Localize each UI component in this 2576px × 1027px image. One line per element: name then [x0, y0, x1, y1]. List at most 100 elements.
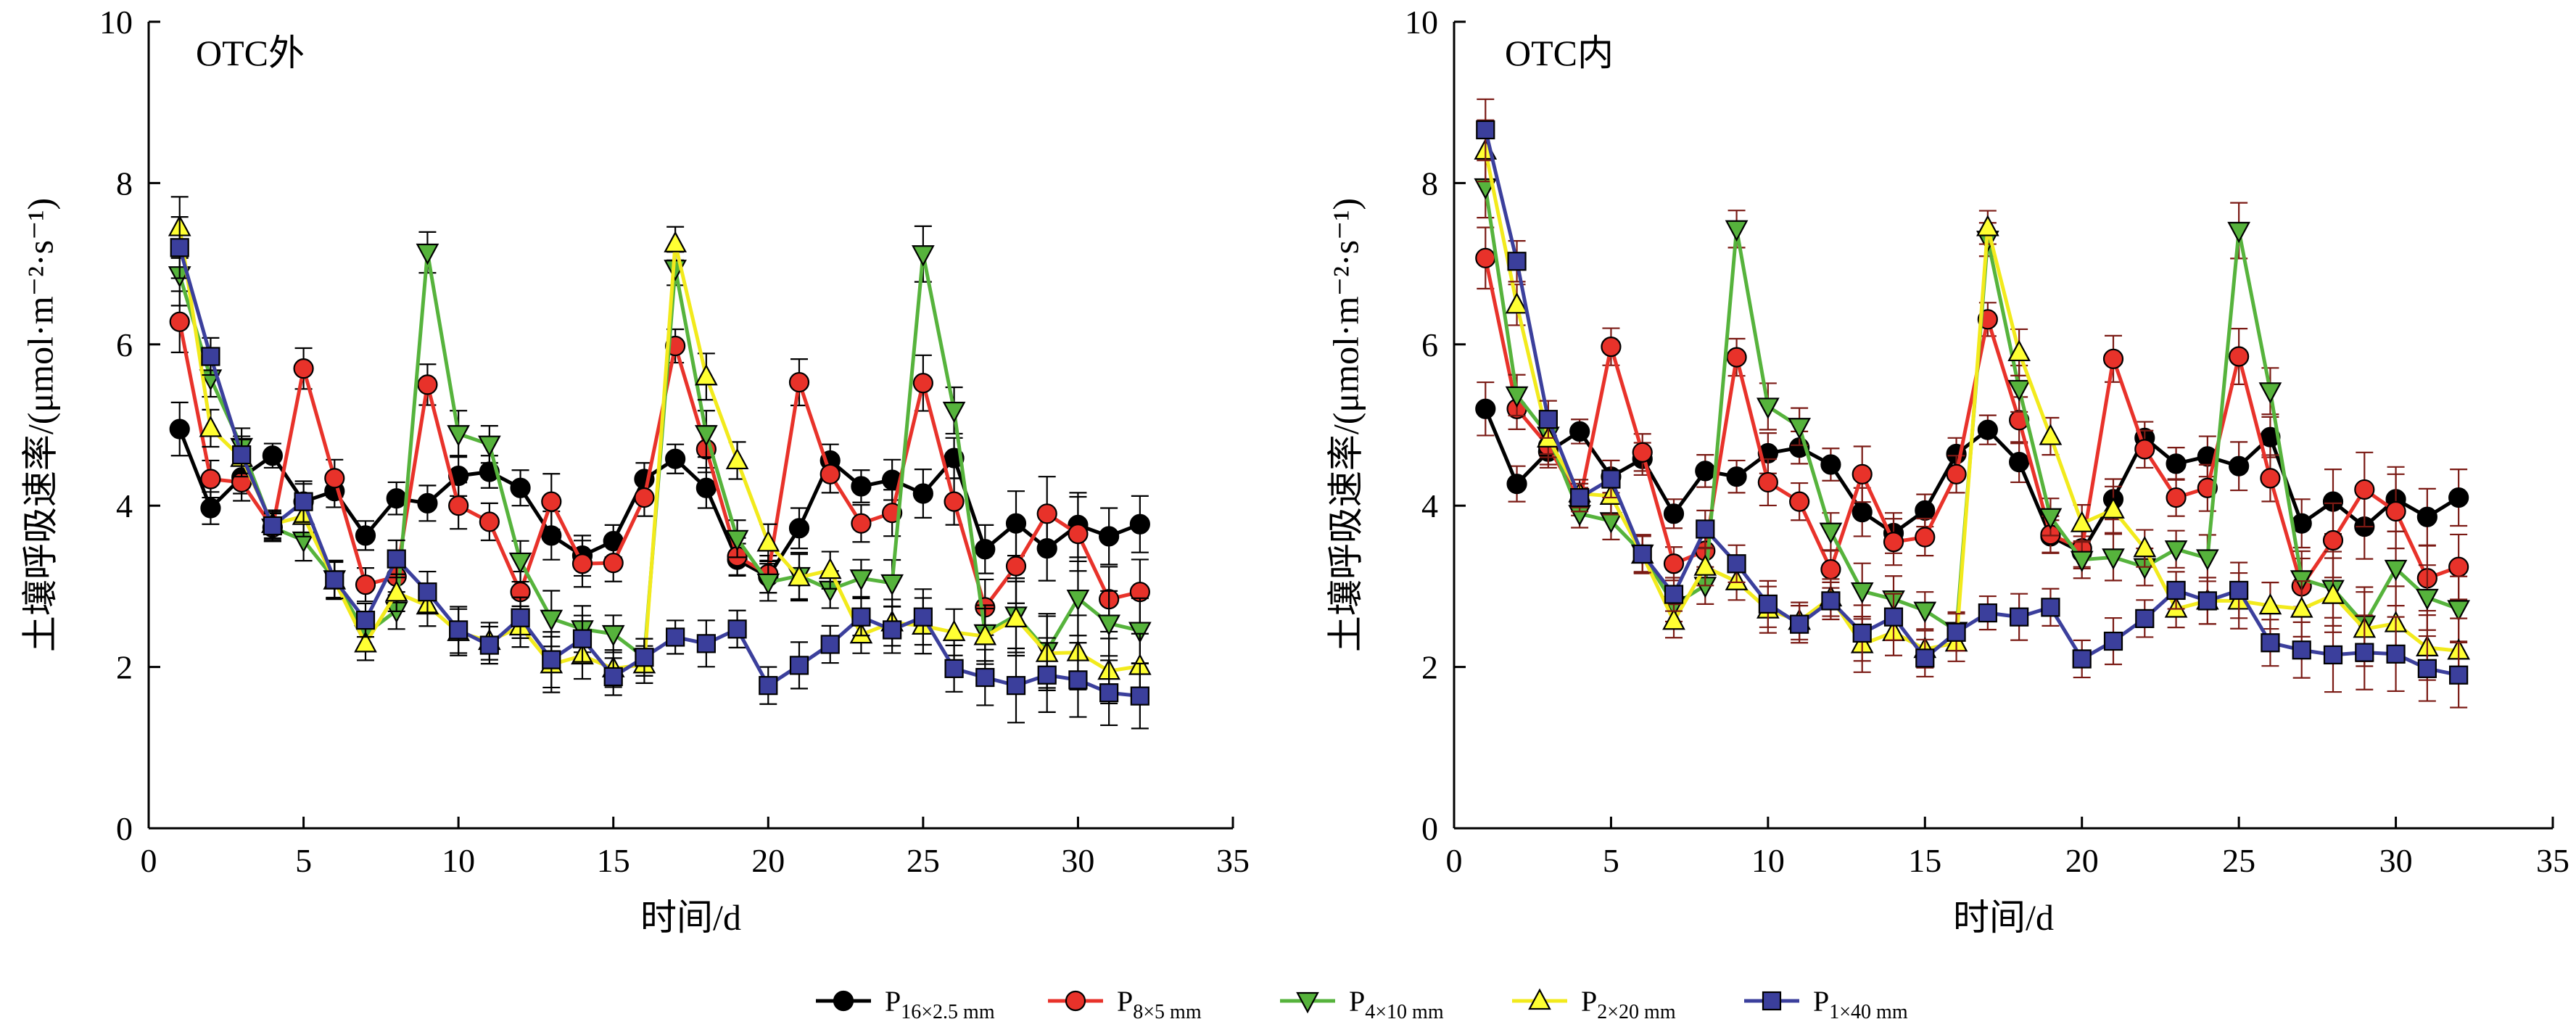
- data-point: [2070, 511, 2094, 532]
- data-point: [449, 620, 468, 640]
- x-tick-label: 35: [1216, 842, 1250, 879]
- data-point: [695, 363, 718, 386]
- data-point: [1978, 603, 1997, 623]
- data-point: [2227, 221, 2250, 244]
- data-point: [696, 634, 716, 653]
- data-point: [447, 425, 470, 447]
- data-point: [2072, 649, 2092, 669]
- data-point: [1129, 514, 1150, 535]
- panel-title: OTC外: [196, 33, 305, 73]
- data-point: [1852, 623, 1872, 643]
- data-point: [2102, 548, 2125, 570]
- data-point: [695, 477, 717, 498]
- data-point: [169, 311, 190, 332]
- data-point: [2102, 348, 2124, 369]
- panel-title: OTC内: [1505, 33, 1614, 73]
- data-point: [601, 624, 625, 647]
- data-point: [1097, 614, 1120, 636]
- x-tick-label: 5: [295, 842, 312, 879]
- data-point: [2197, 591, 2217, 611]
- data-point: [2385, 500, 2406, 522]
- data-point: [355, 525, 376, 546]
- data-point: [2070, 550, 2094, 573]
- y-tick-label: 4: [116, 487, 133, 524]
- data-point: [1852, 501, 1873, 523]
- data-point: [2448, 487, 2469, 508]
- data-point: [1663, 553, 1685, 574]
- data-point: [603, 667, 623, 687]
- data-point: [759, 676, 778, 696]
- y-tick-label: 4: [1421, 487, 1438, 524]
- data-point: [200, 469, 221, 490]
- legend-label: P8×5 mm: [1117, 985, 1202, 1023]
- y-axis-title: 土壤呼吸速率/(μmol·m⁻²·s⁻¹): [20, 198, 61, 652]
- data-point: [1821, 591, 1841, 611]
- data-point: [2384, 559, 2408, 582]
- data-point: [665, 448, 686, 469]
- data-point: [1820, 558, 1841, 580]
- data-point: [1006, 676, 1026, 696]
- legend-marker: [1762, 991, 1782, 1011]
- series-p4: [1474, 155, 2470, 662]
- data-point: [1913, 601, 1937, 624]
- data-point: [201, 347, 220, 366]
- data-point: [2133, 535, 2157, 558]
- x-axis-title: 时间/d: [1953, 897, 2054, 938]
- data-point: [1506, 474, 1527, 495]
- data-point: [1726, 347, 1747, 368]
- data-point: [725, 447, 749, 470]
- data-point: [1004, 606, 1028, 627]
- data-point: [818, 557, 842, 580]
- data-point: [1130, 686, 1149, 706]
- data-point: [417, 492, 438, 514]
- data-point: [1662, 608, 1685, 630]
- data-point: [1915, 500, 1936, 521]
- data-point: [1601, 337, 1622, 358]
- series-line: [1483, 257, 2459, 591]
- y-tick-label: 6: [116, 326, 133, 363]
- x-tick-label: 25: [907, 842, 940, 879]
- data-point: [199, 416, 223, 437]
- data-point: [883, 620, 902, 640]
- legend-marker: [1065, 990, 1086, 1012]
- data-point: [1632, 442, 1653, 463]
- data-point: [1632, 544, 1652, 564]
- series-p1: [1476, 98, 2469, 709]
- x-tick-label: 15: [1908, 842, 1941, 879]
- y-tick-label: 0: [116, 810, 133, 847]
- data-point: [1915, 648, 1935, 668]
- data-point: [1850, 582, 1874, 604]
- legend-label-sub: 2×20 mm: [1597, 1001, 1676, 1023]
- data-point: [1476, 120, 1495, 140]
- x-tick-label: 20: [2065, 842, 2099, 879]
- data-point: [510, 477, 531, 498]
- data-point: [324, 468, 345, 489]
- data-point: [1977, 419, 1998, 440]
- data-point: [355, 574, 376, 595]
- data-point: [666, 627, 685, 647]
- data-point: [170, 238, 189, 257]
- data-point: [1569, 421, 1590, 442]
- data-point: [2290, 596, 2313, 618]
- data-point: [1505, 292, 1529, 314]
- y-tick-label: 6: [1421, 326, 1438, 363]
- data-point: [1037, 665, 1057, 685]
- data-point: [1726, 466, 1747, 487]
- legend-item-p4: P4×10 mm: [1280, 985, 1444, 1023]
- data-point: [1976, 215, 1999, 236]
- series-p8: [169, 290, 1150, 636]
- series-line: [1483, 186, 2459, 634]
- data-point: [1883, 532, 1904, 553]
- data-point: [975, 539, 996, 560]
- data-point: [1505, 386, 1529, 408]
- x-tick-label: 35: [2536, 842, 2569, 879]
- chart-panel-otc-inside: 0 2 4 6 8 10 0 5 10 15 20 25 30 35 时间/d 土壤呼吸速率/(μmol·m⁻…: [1326, 4, 2570, 938]
- data-point: [2229, 580, 2249, 601]
- data-point: [2134, 439, 2155, 460]
- x-tick-label: 30: [1061, 842, 1094, 879]
- y-tick-label: 0: [1421, 810, 1438, 847]
- data-point: [1068, 670, 1088, 690]
- series-line: [178, 227, 1141, 673]
- data-point: [2164, 540, 2188, 562]
- legend-item-p16: P16×2.5 mm: [816, 985, 995, 1023]
